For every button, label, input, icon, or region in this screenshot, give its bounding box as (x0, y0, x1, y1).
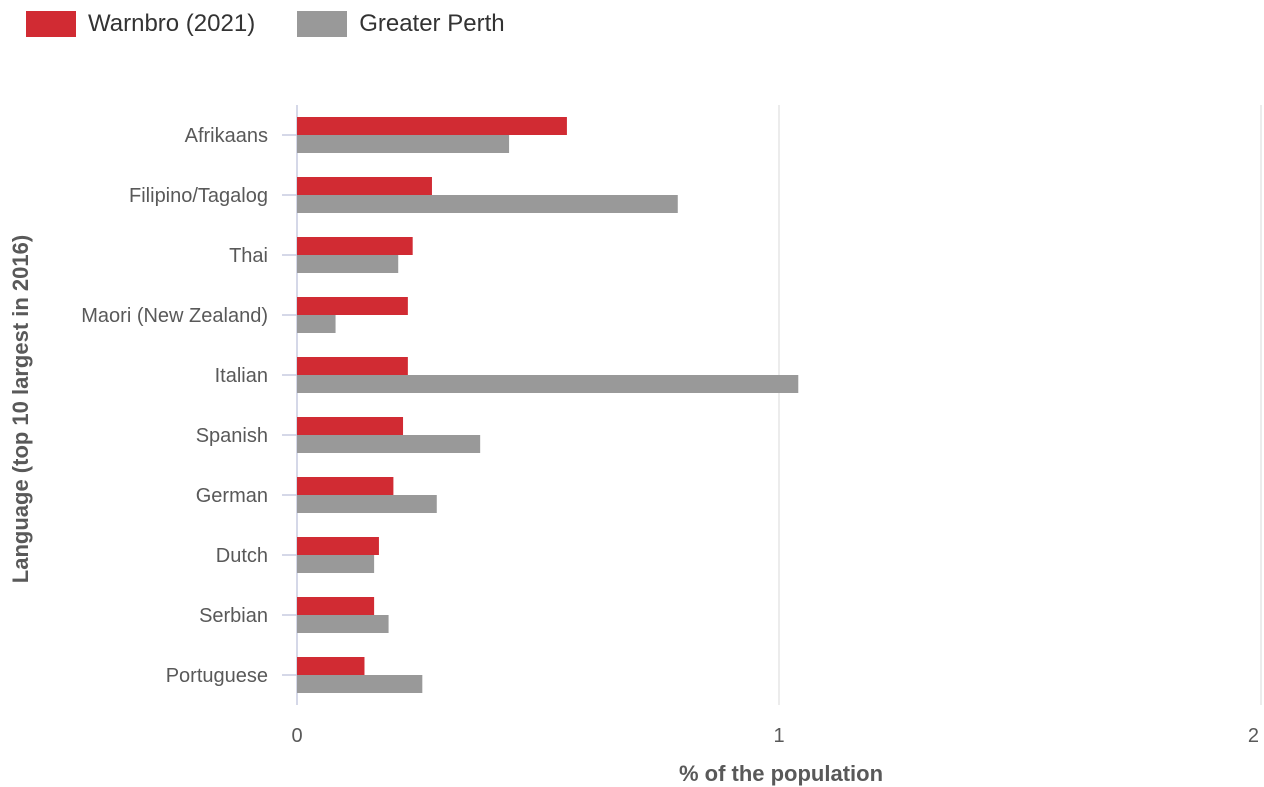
bar-warnbro[interactable] (297, 417, 404, 435)
bar-warnbro[interactable] (297, 177, 432, 195)
bars (297, 117, 799, 693)
y-axis-title: Language (top 10 largest in 2016) (8, 235, 33, 583)
y-tick-label: Spanish (196, 425, 268, 447)
bar-greater-perth[interactable] (297, 135, 510, 153)
bar-warnbro[interactable] (297, 237, 413, 255)
x-tick-label: 2 (1248, 725, 1259, 747)
y-tick-label: Thai (229, 245, 268, 267)
y-tick-label: Serbian (199, 605, 268, 627)
bar-warnbro[interactable] (297, 297, 408, 315)
x-tick-label: 0 (291, 725, 302, 747)
bar-warnbro[interactable] (297, 357, 408, 375)
bar-greater-perth[interactable] (297, 255, 399, 273)
y-tick-label: German (196, 485, 268, 507)
bar-warnbro[interactable] (297, 477, 394, 495)
bar-greater-perth[interactable] (297, 555, 375, 573)
bar-greater-perth[interactable] (297, 675, 423, 693)
y-tick-labels: Afrikaans Filipino/Tagalog Thai Maori (New … (81, 125, 268, 687)
y-tick-label: Maori (New Zealand) (81, 305, 268, 327)
bar-warnbro[interactable] (297, 117, 567, 135)
bar-warnbro[interactable] (297, 597, 375, 615)
x-tick-label: 1 (773, 725, 784, 747)
bar-greater-perth[interactable] (297, 195, 678, 213)
x-tick-labels: 0 1 2 (291, 725, 1259, 747)
bar-warnbro[interactable] (297, 537, 379, 555)
bar-greater-perth[interactable] (297, 315, 336, 333)
y-tick-label: Afrikaans (185, 125, 268, 147)
y-tick-label: Portuguese (166, 665, 268, 687)
legend-item-greater-perth[interactable]: Greater Perth (297, 10, 505, 38)
y-tick-label: Dutch (216, 545, 268, 567)
legend-item-warnbro[interactable]: Warnbro (2021) (26, 10, 255, 38)
bar-warnbro[interactable] (297, 657, 365, 675)
y-tick-label: Filipino/Tagalog (129, 185, 268, 207)
bar-greater-perth[interactable] (297, 615, 389, 633)
bar-greater-perth[interactable] (297, 495, 437, 513)
legend-label-warnbro: Warnbro (2021) (88, 10, 256, 37)
bar-greater-perth[interactable] (297, 435, 481, 453)
bar-greater-perth[interactable] (297, 375, 799, 393)
legend-label-greater-perth: Greater Perth (359, 10, 505, 37)
x-axis-title: % of the population (679, 761, 883, 786)
y-tick-label: Italian (215, 365, 268, 387)
legend: Warnbro (2021) Greater Perth (26, 10, 505, 38)
legend-swatch-warnbro (26, 11, 76, 37)
legend-swatch-greater-perth (297, 11, 348, 37)
